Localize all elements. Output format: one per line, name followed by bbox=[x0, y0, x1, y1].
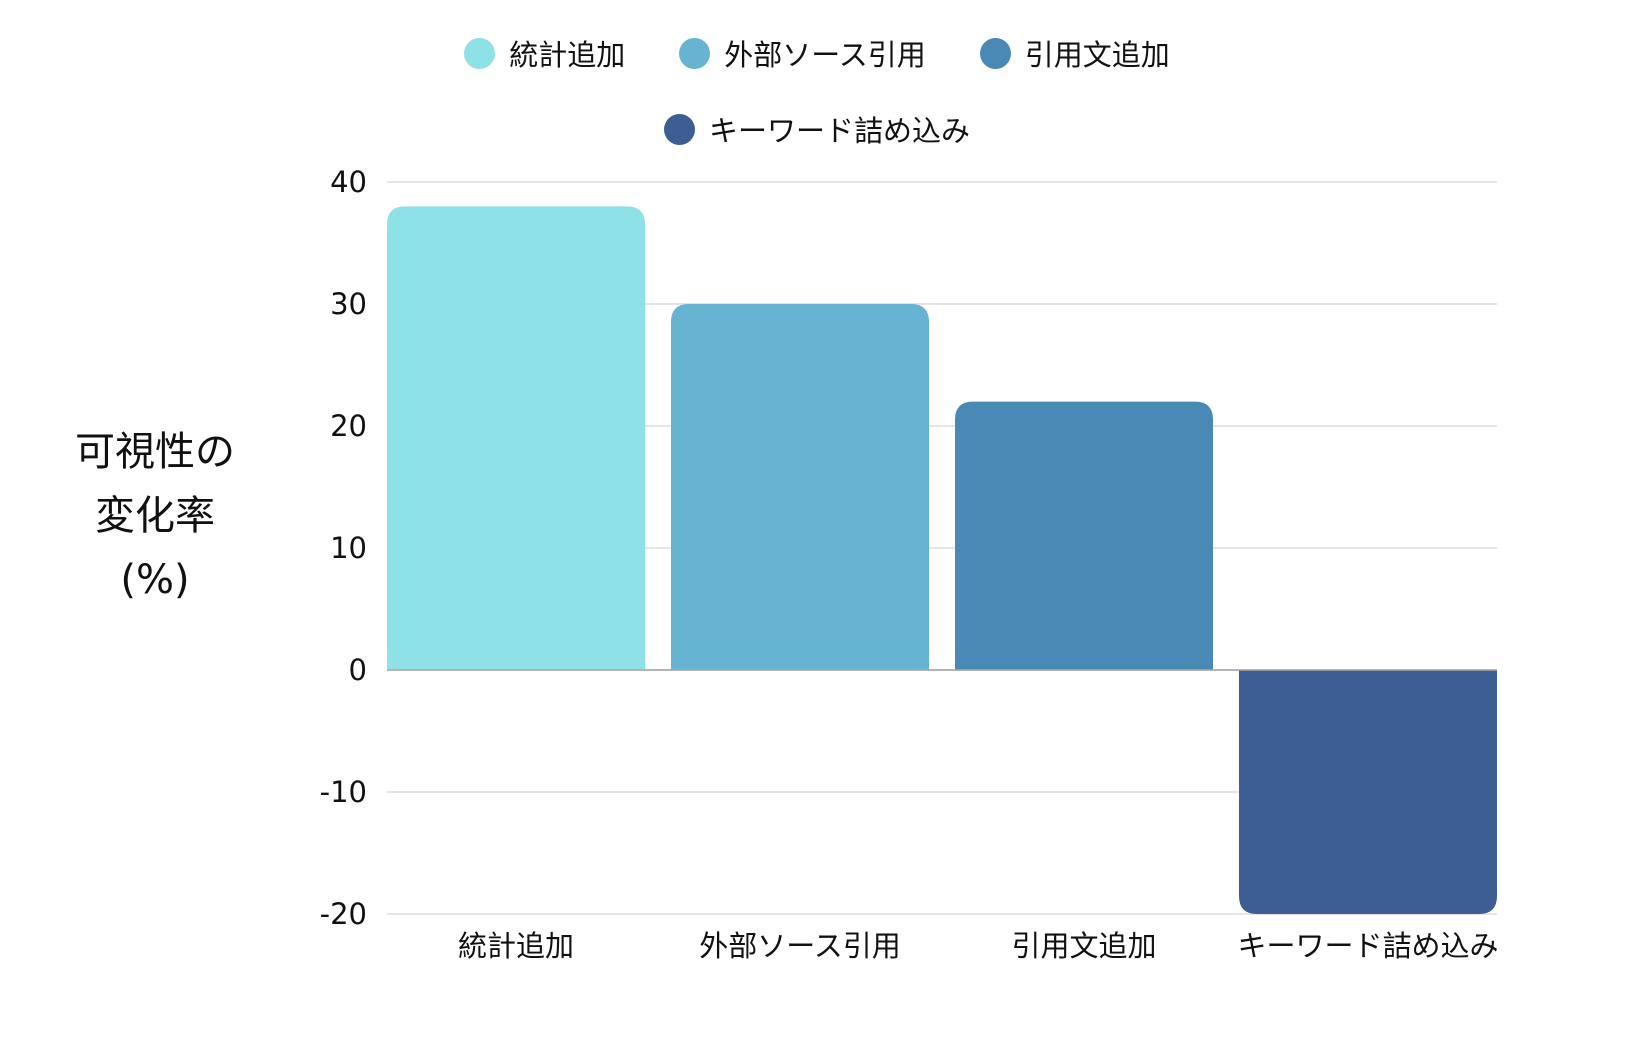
y-tick-label: 40 bbox=[330, 165, 367, 199]
y-tick-label: 0 bbox=[349, 653, 367, 687]
y-tick-label: 20 bbox=[330, 409, 367, 443]
bar bbox=[387, 206, 645, 670]
y-tick-label: -10 bbox=[320, 775, 367, 809]
legend-swatch bbox=[679, 37, 711, 69]
legend-row-1: 統計追加 外部ソース引用 引用文追加 bbox=[0, 32, 1634, 74]
y-tick-label: 30 bbox=[330, 287, 367, 321]
legend-swatch bbox=[663, 113, 695, 145]
x-tick-label: 外部ソース引用 bbox=[699, 929, 901, 963]
y-axis-title: 可視性の 変化率 (%) bbox=[75, 429, 235, 603]
y-tick-label: 10 bbox=[330, 531, 367, 565]
legend-item: 統計追加 bbox=[464, 32, 625, 74]
bar bbox=[671, 304, 929, 670]
legend-item: 引用文追加 bbox=[979, 32, 1170, 74]
legend-swatch bbox=[464, 37, 496, 69]
legend-swatch bbox=[979, 37, 1011, 69]
legend-label: 引用文追加 bbox=[1024, 38, 1170, 72]
x-tick-label: 引用文追加 bbox=[1011, 929, 1156, 963]
bar bbox=[955, 401, 1213, 670]
legend-row-2: キーワード詰め込み bbox=[0, 108, 1634, 150]
legend-label: 統計追加 bbox=[509, 38, 626, 72]
x-tick-label: 統計追加 bbox=[458, 929, 574, 963]
y-tick-label: -20 bbox=[320, 897, 367, 931]
legend-item: 外部ソース引用 bbox=[679, 32, 926, 74]
legend-label: キーワード詰め込み bbox=[708, 114, 970, 148]
legend-item: キーワード詰め込み bbox=[663, 108, 970, 150]
bar bbox=[1239, 670, 1497, 914]
x-tick-label: キーワード詰め込み bbox=[1237, 929, 1498, 963]
legend-label: 外部ソース引用 bbox=[724, 38, 926, 72]
